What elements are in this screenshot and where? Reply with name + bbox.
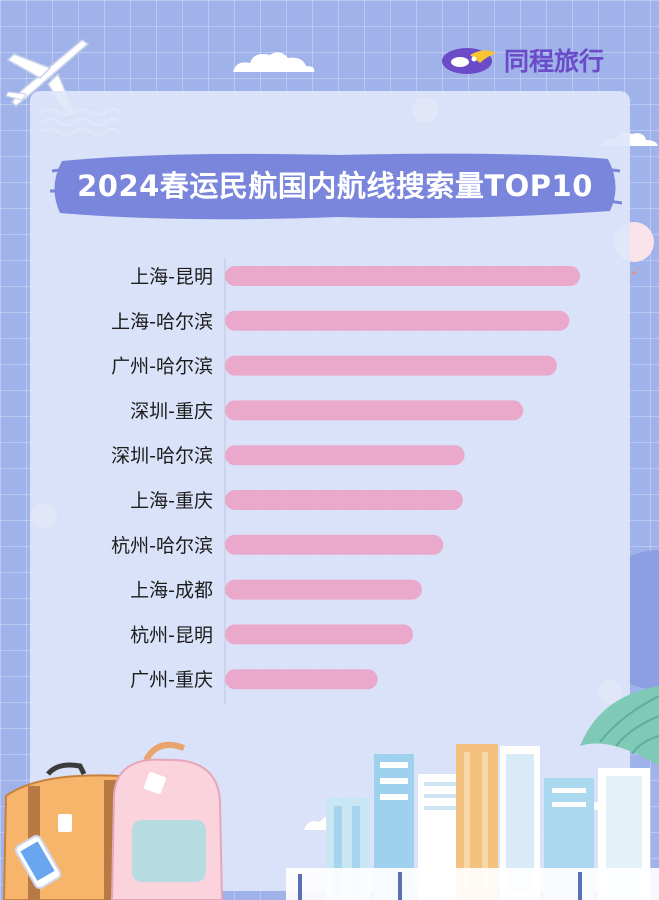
tongcheng-bird-logo-icon bbox=[442, 48, 496, 74]
category-label-10: 广州-重庆 bbox=[130, 669, 213, 691]
title-banner bbox=[50, 153, 622, 220]
bar-6 bbox=[225, 490, 463, 510]
bar-9 bbox=[225, 624, 414, 645]
category-label-4: 深圳-重庆 bbox=[130, 400, 213, 422]
category-label-8: 上海-成都 bbox=[130, 580, 213, 602]
category-label-1: 上海-昆明 bbox=[130, 266, 213, 288]
bar-8 bbox=[225, 579, 423, 600]
palm-leaf-icon bbox=[580, 686, 659, 766]
category-label-9: 杭州-昆明 bbox=[130, 624, 213, 646]
category-label-5: 深圳-哈尔滨 bbox=[111, 445, 213, 467]
bar-5 bbox=[225, 445, 465, 466]
category-label-7: 杭州-哈尔滨 bbox=[111, 535, 213, 557]
backpack-icon bbox=[110, 742, 224, 900]
bar-7 bbox=[225, 534, 444, 555]
bar-1 bbox=[225, 266, 580, 286]
bubble-icon bbox=[628, 550, 659, 690]
category-label-6: 上海-重庆 bbox=[130, 490, 213, 512]
bar-10 bbox=[225, 669, 378, 690]
category-label-2: 上海-哈尔滨 bbox=[111, 311, 213, 333]
cloud-icon bbox=[233, 52, 315, 72]
phone-icon bbox=[14, 835, 62, 889]
bar-3 bbox=[225, 355, 557, 376]
city-skyline-icon bbox=[286, 744, 659, 900]
chart-title: 2024春运民航国内航线搜索量TOP10 bbox=[77, 169, 593, 203]
bar-4 bbox=[225, 400, 524, 421]
brand-logo: 同程旅行 bbox=[440, 42, 604, 78]
brand-name: 同程旅行 bbox=[504, 47, 605, 76]
category-label-3: 广州-哈尔滨 bbox=[111, 356, 213, 378]
bar-2 bbox=[225, 310, 570, 331]
